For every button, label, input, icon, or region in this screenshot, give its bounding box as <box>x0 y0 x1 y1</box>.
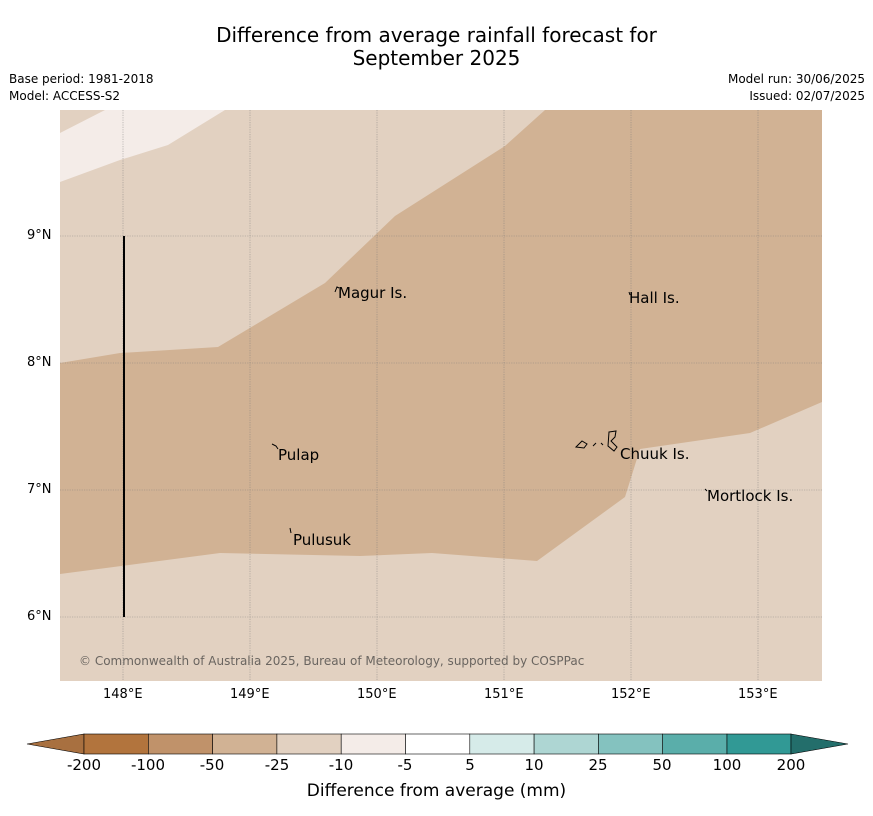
colorbar-segment <box>340 733 406 755</box>
colorbar-title: Difference from average (mm) <box>306 781 567 801</box>
region-band-50-25 <box>60 110 822 574</box>
x-tick-153: 153°E <box>738 687 778 702</box>
x-tick-151: 151°E <box>484 687 524 702</box>
place-label-chuuk: Chuuk Is. <box>620 445 690 463</box>
colorbar-label: -50 <box>199 756 225 774</box>
y-tick-6n: 6°N <box>27 609 52 624</box>
region-band-10-5 <box>60 110 225 182</box>
colorbar-label: -200 <box>66 756 102 774</box>
colorbar-segment <box>469 733 535 755</box>
y-tick-9n: 9°N <box>27 228 52 243</box>
x-tick-149: 149°E <box>230 687 270 702</box>
colorbar-label: -100 <box>130 756 166 774</box>
colorbar-segment <box>212 733 278 755</box>
base-period: Base period: 1981-2018 <box>9 72 154 86</box>
colorbar-label: 5 <box>465 756 475 774</box>
colorbar-label: 10 <box>524 756 544 774</box>
place-label-pulap: Pulap <box>278 446 320 464</box>
colorbar-segment <box>726 733 792 755</box>
colorbar-segment <box>405 733 471 755</box>
colorbar-segment <box>598 733 664 755</box>
place-label-magur: Magur Is. <box>338 284 408 302</box>
x-tick-152: 152°E <box>611 687 651 702</box>
colorbar-label: -5 <box>397 756 413 774</box>
colorbar-extend-low <box>26 733 85 755</box>
colorbar-label: 200 <box>776 756 806 774</box>
colorbar-label: -10 <box>328 756 354 774</box>
place-label-pulusuk: Pulusuk <box>293 531 351 549</box>
colorbar-label: 100 <box>712 756 742 774</box>
y-tick-7n: 7°N <box>27 482 52 497</box>
model-name: Model: ACCESS-S2 <box>9 89 121 103</box>
issued-date: Issued: 02/07/2025 <box>749 89 865 103</box>
colorbar-label: 25 <box>588 756 608 774</box>
model-run-date: Model run: 30/06/2025 <box>727 72 865 86</box>
x-tick-150: 150°E <box>357 687 397 702</box>
map-title-line2: September 2025 <box>352 46 521 70</box>
colorbar-segment <box>662 733 728 755</box>
map-title-line1: Difference from average rainfall forecas… <box>216 23 657 47</box>
colorbar-label: -25 <box>264 756 290 774</box>
colorbar-segment <box>533 733 599 755</box>
x-tick-148: 148°E <box>103 687 143 702</box>
colorbar-segment <box>276 733 342 755</box>
colorbar-segment <box>148 733 213 755</box>
colorbar-extend-high <box>790 733 849 755</box>
copyright-notice: © Commonwealth of Australia 2025, Bureau… <box>79 654 585 668</box>
colorbar-label: 50 <box>652 756 672 774</box>
y-tick-8n: 8°N <box>27 355 52 370</box>
island-shapes <box>271 286 708 534</box>
colorbar <box>26 733 849 755</box>
place-label-mortlock: Mortlock Is. <box>707 487 794 505</box>
colorbar-segment <box>83 733 149 755</box>
place-label-hall: Hall Is. <box>629 289 680 307</box>
